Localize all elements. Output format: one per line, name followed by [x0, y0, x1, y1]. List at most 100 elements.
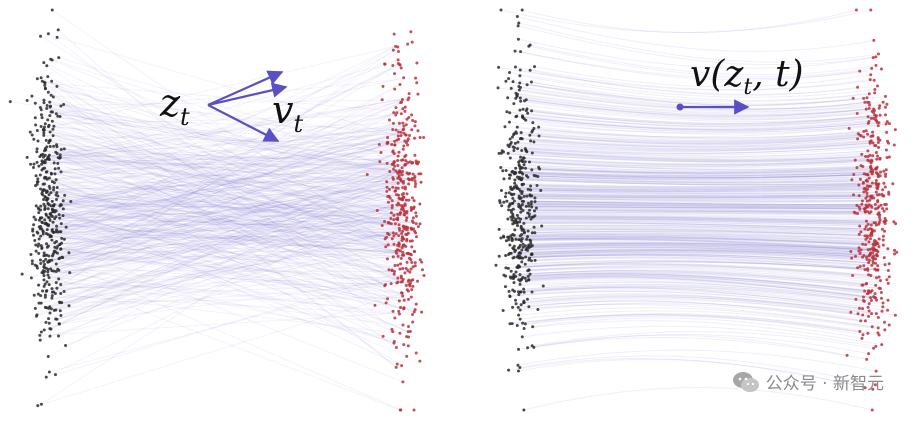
trajectory-line — [48, 208, 404, 310]
target-point — [878, 104, 882, 108]
target-point — [859, 319, 863, 323]
trajectory-line — [520, 156, 880, 165]
source-point — [536, 307, 540, 311]
source-point — [508, 243, 512, 247]
trajectory-line — [59, 157, 402, 283]
source-point — [511, 80, 515, 84]
trajectory-line — [47, 178, 387, 304]
target-point — [412, 250, 416, 254]
trajectory-line — [515, 272, 881, 289]
source-point — [527, 305, 531, 309]
target-point — [865, 210, 869, 214]
source-point — [511, 212, 515, 216]
source-point — [508, 322, 512, 326]
trajectory-line — [66, 207, 414, 228]
target-point — [876, 172, 880, 176]
source-point — [39, 34, 43, 38]
target-point — [394, 169, 398, 173]
trajectory-line — [59, 161, 380, 219]
trajectory-line — [531, 257, 868, 270]
source-point — [57, 166, 61, 170]
source-point — [43, 282, 47, 286]
trajectory-line — [56, 144, 400, 172]
trajectory-line — [512, 223, 869, 231]
source-point — [58, 115, 62, 119]
target-point — [864, 172, 868, 176]
target-point — [394, 186, 398, 190]
source-point — [522, 290, 526, 294]
trajectory-line — [513, 133, 873, 144]
target-point — [884, 113, 888, 117]
trajectory-line — [520, 190, 889, 195]
source-point — [515, 255, 519, 259]
target-point — [399, 130, 403, 134]
target-point — [396, 154, 400, 158]
trajectory-line — [46, 182, 404, 292]
trajectory-line — [504, 126, 850, 138]
source-point — [56, 28, 60, 32]
trajectory-line — [45, 148, 388, 164]
trajectory-line — [40, 188, 409, 333]
source-point — [522, 194, 526, 198]
trajectory-line — [37, 148, 397, 189]
target-point — [403, 163, 407, 167]
target-point — [413, 174, 417, 178]
target-point — [401, 294, 405, 298]
target-point — [860, 152, 864, 156]
trajectory-line — [57, 99, 409, 247]
trajectory-line — [61, 148, 407, 242]
target-point — [399, 66, 403, 70]
source-point — [531, 121, 535, 125]
trajectory-line — [43, 129, 400, 206]
trajectory-line — [47, 175, 400, 270]
trajectory-line — [518, 254, 886, 266]
target-point — [862, 96, 866, 100]
trajectory-line — [519, 178, 864, 185]
trajectory-line — [56, 192, 386, 240]
source-point — [52, 269, 56, 273]
source-point — [524, 204, 528, 208]
trajectory-line — [518, 161, 863, 171]
source-point — [506, 266, 510, 270]
trajectory-line — [518, 300, 866, 322]
target-point — [404, 284, 408, 288]
trajectory-line — [48, 156, 415, 202]
source-point — [517, 347, 521, 351]
target-point — [876, 264, 880, 268]
trajectory-line — [499, 200, 868, 203]
trajectory-line — [503, 151, 869, 162]
target-point — [406, 143, 410, 147]
target-point — [394, 106, 398, 110]
target-point — [401, 244, 405, 248]
trajectory-line — [509, 242, 875, 251]
target-point — [392, 32, 396, 36]
trajectory-line — [50, 105, 408, 174]
trajectory-line — [42, 153, 417, 238]
trajectory-line — [524, 230, 866, 237]
trajectory-line — [519, 270, 864, 286]
target-point — [852, 193, 856, 197]
trajectory-line — [41, 154, 406, 166]
target-point — [866, 267, 870, 271]
target-point — [383, 219, 387, 223]
trajectory-line — [521, 257, 875, 270]
trajectory-line — [513, 134, 862, 145]
trajectory-line — [60, 227, 408, 312]
trajectory-line — [46, 108, 402, 200]
source-point — [516, 24, 520, 28]
trajectory-line — [50, 173, 421, 194]
trajectory-line — [528, 276, 874, 298]
target-point — [858, 207, 862, 211]
target-point — [880, 309, 884, 313]
source-point — [20, 272, 24, 276]
trajectory-line — [529, 213, 880, 216]
source-point — [531, 325, 535, 329]
trajectory-line — [515, 92, 880, 114]
trajectory-line — [514, 173, 879, 179]
trajectory-line — [517, 95, 870, 117]
source-point — [43, 295, 47, 299]
trajectory-line — [507, 218, 886, 225]
trajectory-line — [52, 198, 400, 223]
source-point — [45, 245, 49, 249]
trajectory-line — [48, 225, 395, 344]
